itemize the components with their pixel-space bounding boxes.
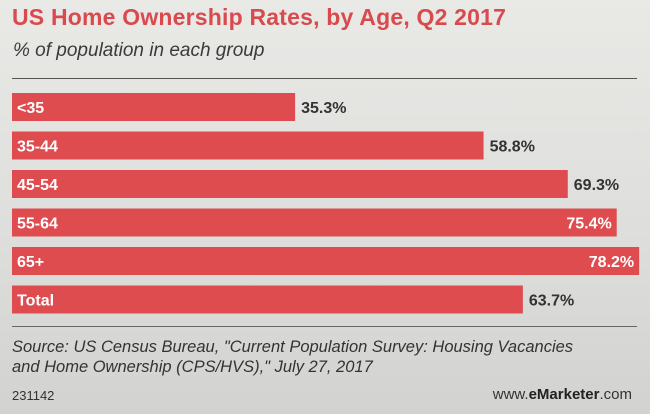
chart-id: 231142: [12, 388, 55, 403]
value-label-55-64: 75.4%: [566, 216, 611, 233]
source-note: Source: US Census Bureau, "Current Popul…: [12, 337, 642, 377]
value-label-under-35: 35.3%: [301, 100, 346, 117]
bar-under-35: [12, 93, 296, 121]
brand-logo: www.eMarketer.com: [493, 386, 632, 403]
chart-title: US Home Ownership Rates, by Age, Q2 2017: [12, 4, 507, 30]
category-label-total: Total: [17, 293, 54, 310]
value-label-total: 63.7%: [529, 293, 574, 310]
source-line-2: and Home Ownership (CPS/HVS)," July 27, …: [12, 358, 373, 376]
bar-35-44: [12, 131, 484, 160]
category-label-55-64: 55-64: [17, 216, 58, 233]
chart-subtitle: % of population in each group: [13, 40, 265, 61]
bar-total: [12, 285, 523, 314]
bar-65: [12, 247, 640, 275]
category-label-45-54: 45-54: [17, 177, 58, 194]
bar-55-64: [12, 208, 617, 237]
value-label-65: 78.2%: [589, 254, 634, 271]
value-label-45-54: 69.3%: [574, 177, 619, 194]
brand-prefix: www.: [492, 386, 529, 403]
bottom-divider: [12, 326, 637, 327]
top-divider: [12, 78, 637, 79]
bar-45-54: [12, 170, 568, 198]
value-label-35-44: 58.8%: [490, 139, 535, 156]
source-line-1: Source: US Census Bureau, "Current Popul…: [12, 338, 574, 356]
brand-name: eMarketer: [528, 386, 600, 403]
category-label-35-44: 35-44: [17, 139, 58, 156]
category-label-under-35: <35: [17, 100, 44, 117]
brand-suffix: .com: [599, 386, 632, 403]
category-label-65: 65+: [17, 254, 44, 271]
